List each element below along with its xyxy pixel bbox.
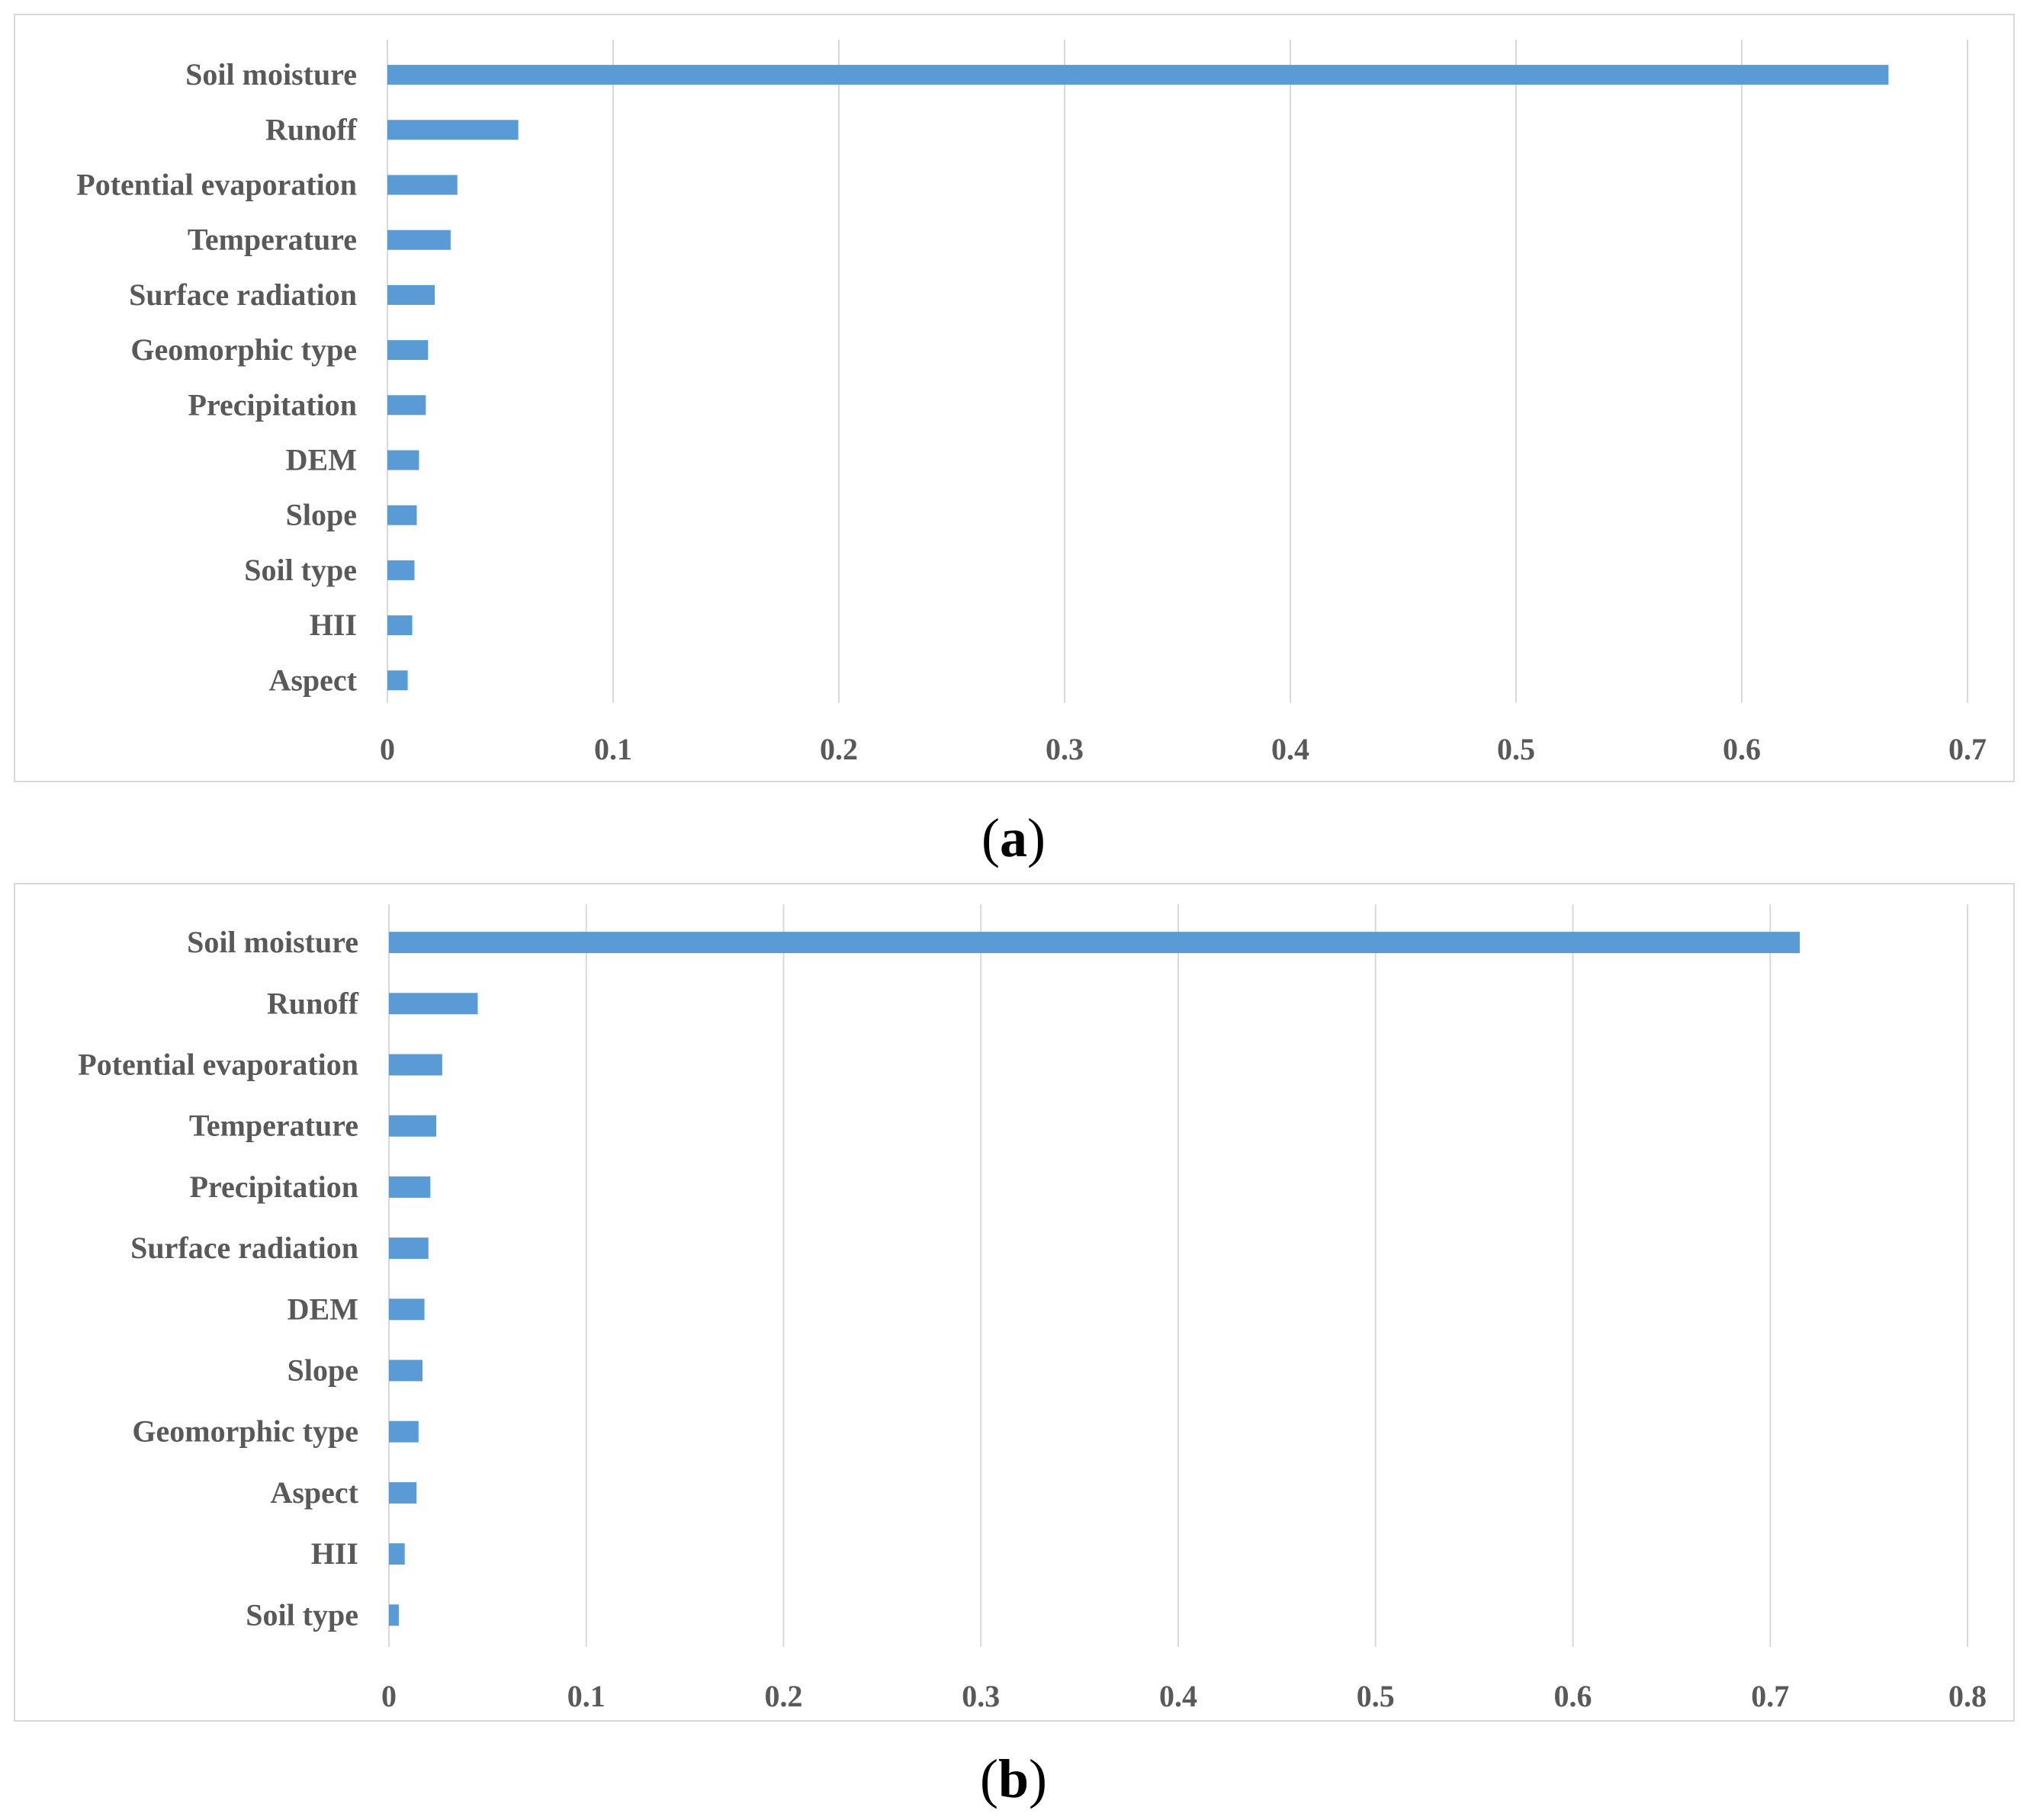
category-label: Geomorphic type <box>132 1414 358 1449</box>
category-label: Surface radiation <box>129 278 357 312</box>
bar <box>389 932 1801 954</box>
tick-label: 0.1 <box>567 1679 606 1713</box>
category-label: Soil type <box>244 553 357 587</box>
tick-label: 0.6 <box>1723 732 1761 766</box>
bar <box>389 993 478 1015</box>
category-label: Aspect <box>268 663 357 697</box>
bar <box>387 615 413 636</box>
category-label: Surface radiation <box>130 1231 358 1265</box>
bar <box>387 230 451 250</box>
tick-label: 0.5 <box>1497 732 1535 766</box>
tick-label: 0.4 <box>1159 1679 1197 1713</box>
bar <box>387 65 1889 85</box>
caption-b-letter: b <box>997 1748 1030 1809</box>
category-label: Soil moisture <box>187 925 358 959</box>
bar <box>389 1176 431 1198</box>
chart-panel-b: Soil moisture Runoff Potential evaporation… <box>14 883 2015 1722</box>
caption-a-letter: a <box>1000 807 1027 868</box>
tick-label: 0.8 <box>1948 1679 1987 1713</box>
bar <box>389 1543 405 1565</box>
bar <box>387 560 415 580</box>
category-label: Slope <box>288 1353 358 1388</box>
bar <box>389 1237 429 1260</box>
category-label: DEM <box>288 1292 358 1326</box>
bar <box>389 1481 417 1504</box>
bar <box>389 1115 437 1137</box>
bar <box>389 1604 399 1626</box>
category-label: Slope <box>286 498 357 532</box>
bar <box>387 395 426 416</box>
bar <box>389 1054 442 1076</box>
tick-label: 0.3 <box>962 1679 1000 1713</box>
tick-label: 0.7 <box>1751 1679 1789 1713</box>
bar <box>389 1359 422 1382</box>
caption-b: (b) <box>979 1748 1047 1809</box>
chart-panel-a: Soil moisture Runoff Potential evaporation… <box>14 14 2015 782</box>
category-label: Precipitation <box>188 387 357 422</box>
category-label: Soil moisture <box>185 57 357 91</box>
bar-chart-a: Soil moisture Runoff Potential evaporation… <box>76 40 1987 766</box>
bar <box>387 175 458 195</box>
category-label: DEM <box>286 443 357 477</box>
category-label: Temperature <box>188 223 357 257</box>
category-label: Aspect <box>270 1475 358 1510</box>
tick-label: 0 <box>380 732 395 766</box>
category-label: Runoff <box>267 986 359 1020</box>
tick-label: 0.1 <box>594 732 632 766</box>
category-label: Potential evaporation <box>78 1048 358 1082</box>
bar <box>389 1298 425 1321</box>
tick-label: 0.7 <box>1948 732 1987 766</box>
category-label: HII <box>310 608 357 642</box>
category-label: Potential evaporation <box>76 168 357 202</box>
bar <box>387 450 419 470</box>
category-label: Soil type <box>246 1597 358 1632</box>
bar-chart-b: Soil moisture Runoff Potential evaporation… <box>78 904 1987 1713</box>
tick-label: 0.2 <box>820 732 858 766</box>
tick-label: 0.2 <box>765 1679 803 1713</box>
caption-a: (a) <box>981 807 1046 868</box>
tick-label: 0.4 <box>1271 732 1309 766</box>
bar <box>387 670 408 691</box>
bar <box>387 505 417 525</box>
category-label: Temperature <box>189 1109 358 1143</box>
tick-label: 0 <box>381 1679 397 1713</box>
bar <box>387 284 435 305</box>
category-label: Precipitation <box>190 1170 358 1204</box>
tick-label: 0.6 <box>1554 1679 1592 1713</box>
bar <box>387 340 429 361</box>
category-label: Runoff <box>265 112 358 146</box>
category-label: HII <box>311 1536 358 1571</box>
bar <box>389 1420 419 1443</box>
bar <box>387 120 519 140</box>
tick-label: 0.5 <box>1357 1679 1395 1713</box>
category-label: Geomorphic type <box>130 332 357 367</box>
tick-label: 0.3 <box>1046 732 1084 766</box>
